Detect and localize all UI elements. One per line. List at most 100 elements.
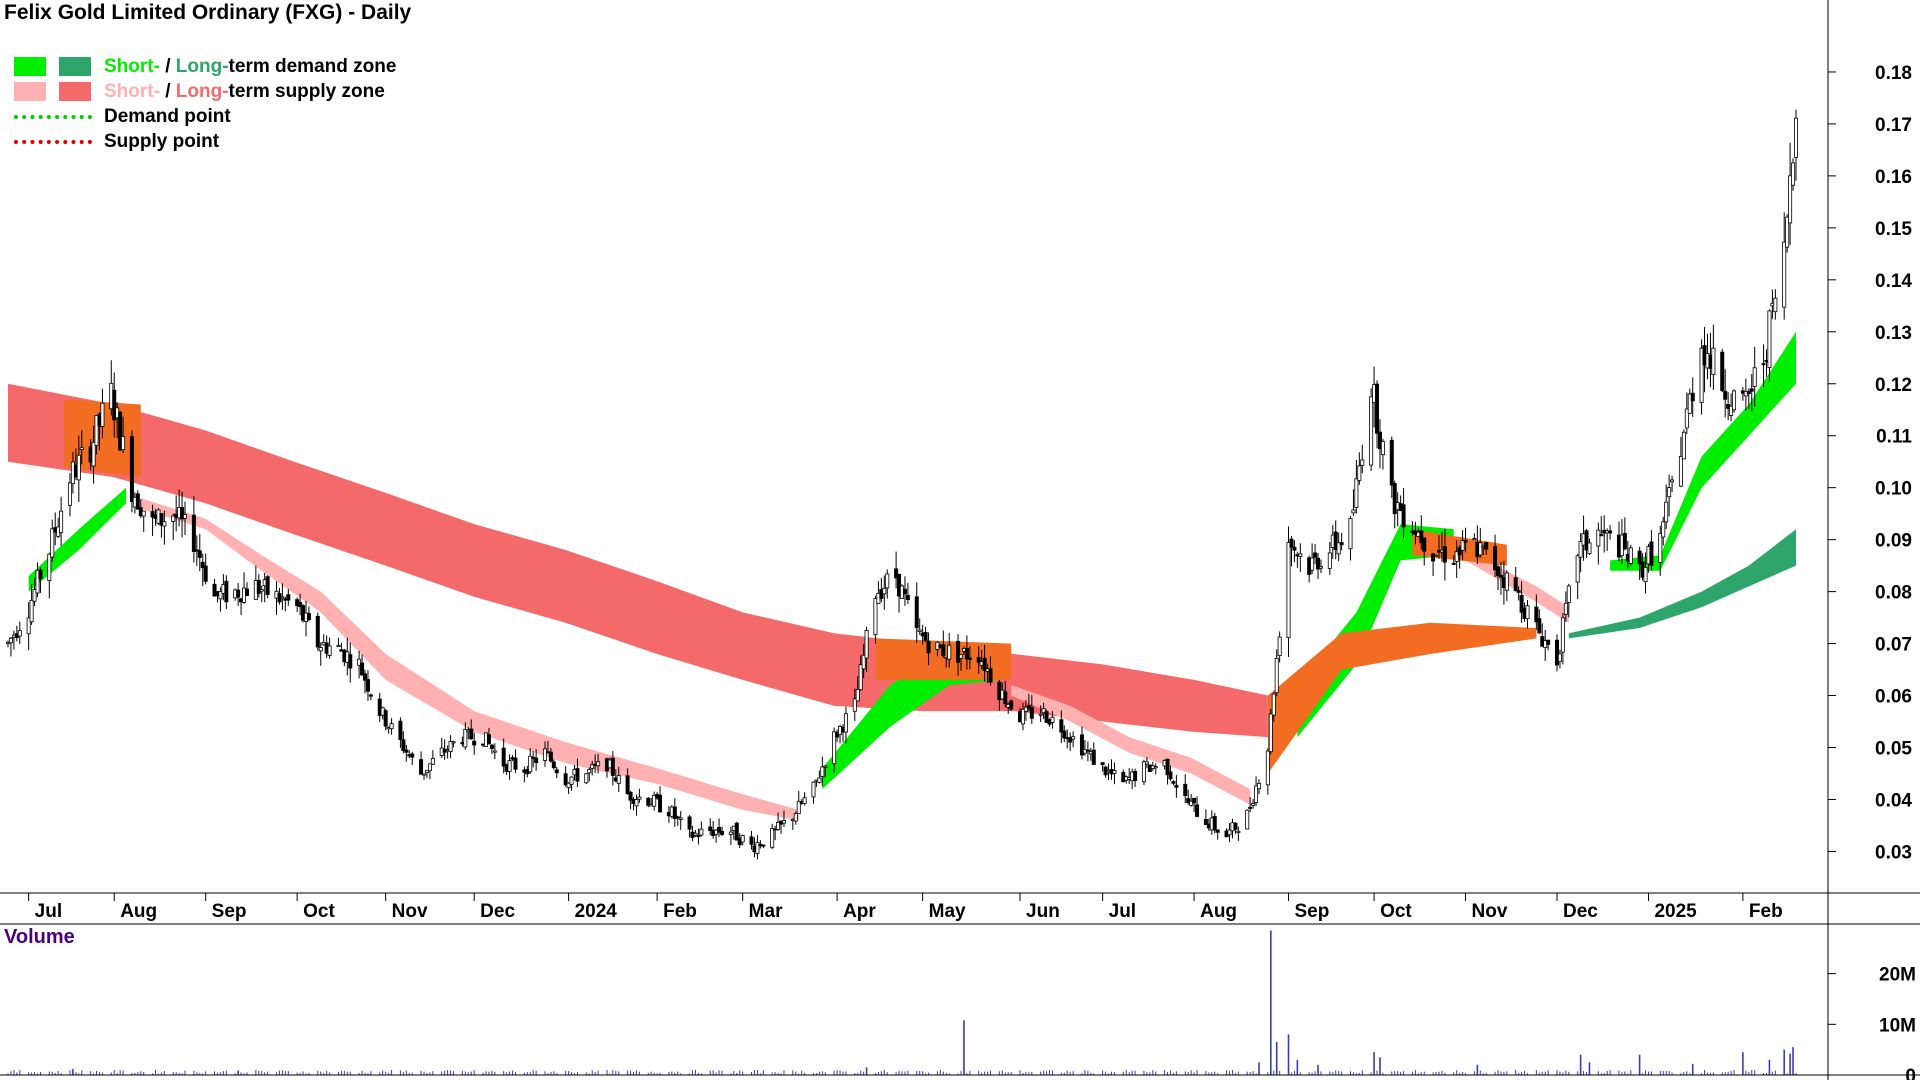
candle-body xyxy=(1375,383,1380,434)
candle-body xyxy=(1245,809,1250,830)
candle-body xyxy=(1687,393,1692,414)
y-tick-label: 0.14 xyxy=(1875,271,1912,292)
candle-body xyxy=(1248,806,1253,809)
candle-body xyxy=(678,817,683,820)
candle-body xyxy=(1525,605,1530,620)
candle-body xyxy=(1020,708,1025,725)
candle-body xyxy=(988,668,993,683)
candle-body xyxy=(793,813,798,822)
y-tick-label: 0.04 xyxy=(1875,790,1912,811)
candle-body xyxy=(796,800,801,814)
candle-body xyxy=(401,739,406,752)
candle-body xyxy=(1788,175,1793,224)
candle-body xyxy=(1038,713,1043,716)
candle-body xyxy=(59,510,64,533)
candle-body xyxy=(923,631,928,642)
candle-body xyxy=(513,757,518,770)
volume-tick-label: 0 xyxy=(1905,1066,1916,1080)
y-tick-label: 0.15 xyxy=(1875,219,1912,240)
candle-body xyxy=(1268,713,1273,753)
candle-body xyxy=(1357,465,1362,481)
candle-body xyxy=(652,795,657,807)
legend-supply-long: Long- xyxy=(175,81,229,102)
candle-body xyxy=(1165,758,1170,776)
candle-body xyxy=(1257,782,1262,790)
candle-body xyxy=(1071,736,1076,740)
candle-body xyxy=(1318,566,1323,569)
volume-tick-label: 20M xyxy=(1879,965,1916,986)
x-tick-label: Feb xyxy=(663,901,697,922)
candle-body xyxy=(1560,617,1565,653)
candle-body xyxy=(675,816,680,819)
candle-body xyxy=(191,514,196,552)
candle-body xyxy=(1773,297,1778,313)
candle-body xyxy=(1791,162,1796,186)
candle-body xyxy=(410,753,415,758)
candle-body xyxy=(832,731,837,765)
candle-body xyxy=(1678,456,1683,487)
candle-body xyxy=(1360,459,1365,466)
candle-body xyxy=(1168,771,1173,780)
x-tick-label: Mar xyxy=(749,901,783,922)
legend-supply-text: Short- / Long-term supply zone xyxy=(104,79,385,104)
candle-body xyxy=(1292,546,1297,551)
candle-body xyxy=(1434,555,1439,558)
candle-body xyxy=(596,761,601,767)
candle-body xyxy=(1277,636,1282,656)
candle-body xyxy=(1254,785,1259,803)
candle-body xyxy=(587,769,592,774)
candle-body xyxy=(1457,547,1462,556)
candle-body xyxy=(507,760,512,772)
candle-body xyxy=(298,602,303,608)
x-tick-label: Apr xyxy=(843,901,876,922)
candle-body xyxy=(1333,531,1338,551)
y-tick-label: 0.03 xyxy=(1875,842,1912,863)
candle-body xyxy=(91,441,96,467)
candle-body xyxy=(1563,602,1568,615)
legend-supply-sep: / xyxy=(159,81,176,102)
candle-body xyxy=(236,589,241,598)
candle-body xyxy=(1720,351,1725,392)
candle-body xyxy=(728,831,733,835)
candle-body xyxy=(121,436,126,451)
candle-body xyxy=(1100,762,1105,766)
candle-body xyxy=(1649,541,1654,566)
candle-body xyxy=(183,514,188,519)
x-tick-label: Nov xyxy=(392,901,428,922)
candle-body xyxy=(79,447,84,451)
candle-body xyxy=(427,763,432,772)
candle-body xyxy=(761,844,766,847)
candle-body xyxy=(286,594,291,601)
candle-body xyxy=(1537,618,1542,634)
candle-body xyxy=(843,713,848,733)
candle-body xyxy=(162,521,167,527)
short-term-demand-zone xyxy=(822,648,1003,790)
candle-body xyxy=(171,515,176,522)
overlap-zone xyxy=(1267,622,1537,774)
candle-body xyxy=(1059,719,1064,733)
candle-body xyxy=(1534,606,1539,623)
x-tick-label: 2024 xyxy=(575,901,618,922)
candle-body xyxy=(486,734,491,744)
demand-short-swatch xyxy=(14,57,46,76)
candle-body xyxy=(135,493,140,510)
candle-body xyxy=(377,698,382,716)
candle-body xyxy=(1599,534,1604,537)
candle-body xyxy=(1690,392,1695,402)
volume-panel-label: Volume xyxy=(4,926,75,948)
x-tick-label: Oct xyxy=(303,901,335,922)
candle-body xyxy=(489,744,494,750)
candle-body xyxy=(1227,829,1232,836)
candle-body xyxy=(566,782,571,788)
candle-body xyxy=(306,613,311,621)
candle-body xyxy=(1085,749,1090,752)
candle-body xyxy=(976,657,981,663)
y-tick-label: 0.11 xyxy=(1876,427,1912,448)
candle-body xyxy=(699,828,704,836)
candle-body xyxy=(1472,538,1477,541)
candle-body xyxy=(1251,803,1256,806)
candle-body xyxy=(492,750,497,753)
candle-body xyxy=(1622,533,1627,550)
candle-body xyxy=(280,596,285,599)
